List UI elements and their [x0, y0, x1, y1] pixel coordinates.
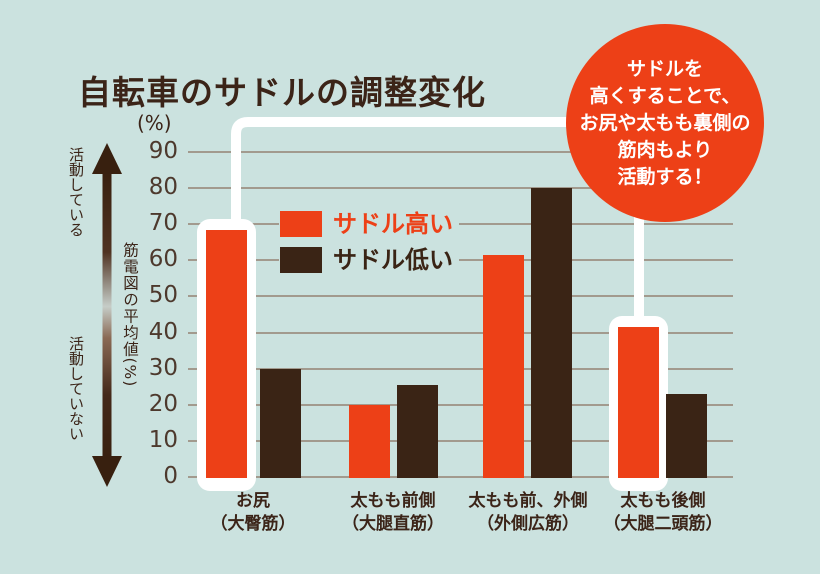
gridline-80: [188, 187, 733, 190]
chart-legend: サドル高いサドル低い: [279, 209, 459, 285]
category-sub-label: （外側広筋）: [477, 514, 579, 534]
x-category-label-お尻: お尻 （大臀筋）: [143, 490, 363, 536]
category-sub-label: （大臀筋）: [210, 514, 296, 534]
gridline-10: [188, 439, 733, 442]
category-main-label: お尻: [236, 491, 270, 511]
y-tick-label-40: 40: [148, 318, 178, 345]
legend-row-サドル低い: サドル低い: [280, 247, 453, 273]
category-main-label: 太もも前、外側: [468, 491, 588, 511]
callout-line: 筋肉もより: [617, 138, 713, 161]
y-tick-label-50: 50: [148, 282, 178, 309]
callout-line: 高くすることで、: [589, 84, 741, 107]
gridline-60: [188, 259, 733, 262]
bar-サドル高い-太もも前側: [349, 404, 390, 478]
y-tick-label-70: 70: [148, 210, 178, 237]
bar-サドル低い-太もも後側: [666, 393, 707, 478]
x-category-label-太もも後側: 太もも後側 （大腿二頭筋）: [553, 490, 773, 536]
x-category-label-太もも前、外側: 太もも前、外側 （外側広筋）: [418, 490, 638, 536]
gridline-50: [188, 295, 733, 298]
legend-swatch-サドル低い: [280, 247, 322, 273]
bar-サドル高い-太もも前、外側: [483, 254, 524, 478]
y-tick-label-10: 10: [148, 426, 178, 453]
category-sub-label: （大腿二頭筋）: [603, 514, 723, 534]
gridline-90: [188, 151, 733, 153]
legend-label: サドル低い: [333, 246, 453, 274]
callout-bubble: サドルを高くすることで、 お尻や太もも裏側の 筋肉もより活動する！: [566, 24, 764, 222]
y-tick-label-20: 20: [148, 390, 178, 417]
y-tick-label-0: 0: [163, 463, 178, 489]
bar-サドル低い-太もも前側: [397, 384, 438, 478]
bar-サドル低い-太もも前、外側: [531, 188, 572, 478]
chart-title: 自転車のサドルの調整変化: [78, 73, 486, 113]
y-axis-unit-label: (%): [137, 111, 172, 135]
callout-line: お尻や太もも裏側の: [579, 111, 751, 134]
callout-text: サドルを高くすることで、 お尻や太もも裏側の 筋肉もより活動する！: [579, 56, 750, 191]
category-main-label: 太もも前側: [350, 491, 436, 511]
y-tick-label-80: 80: [148, 174, 178, 201]
category-main-label: 太もも後側: [620, 491, 706, 511]
callout-line: 活動する！: [617, 165, 713, 188]
callout-line: サドルを: [626, 57, 703, 80]
bar-サドル低い-お尻: [260, 368, 301, 478]
gridline-0: [188, 476, 733, 478]
gridline-20: [188, 403, 733, 406]
bar-サドル高い-太もも後側: [618, 327, 659, 478]
gridline-40: [188, 331, 733, 334]
activity-scale-top-label: 活動している: [67, 147, 85, 237]
y-tick-label-90: 90: [148, 138, 178, 164]
category-sub-label: （大腿直筋）: [342, 514, 444, 534]
activity-scale-bottom-label: 活動していない: [67, 336, 85, 441]
gridline-30: [188, 367, 733, 370]
legend-swatch-サドル高い: [280, 211, 322, 237]
y-tick-label-30: 30: [148, 354, 178, 381]
y-axis-label: 筋電図の平均値(%): [121, 242, 139, 388]
legend-row-サドル高い: サドル高い: [280, 211, 453, 237]
gridline-70: [188, 223, 733, 226]
bar-サドル高い-お尻: [206, 229, 247, 478]
x-category-label-太もも前側: 太もも前側 （大腿直筋）: [283, 490, 503, 536]
legend-label: サドル高い: [333, 210, 453, 238]
activity-double-arrow-icon: [92, 143, 122, 487]
y-tick-label-60: 60: [148, 246, 178, 273]
